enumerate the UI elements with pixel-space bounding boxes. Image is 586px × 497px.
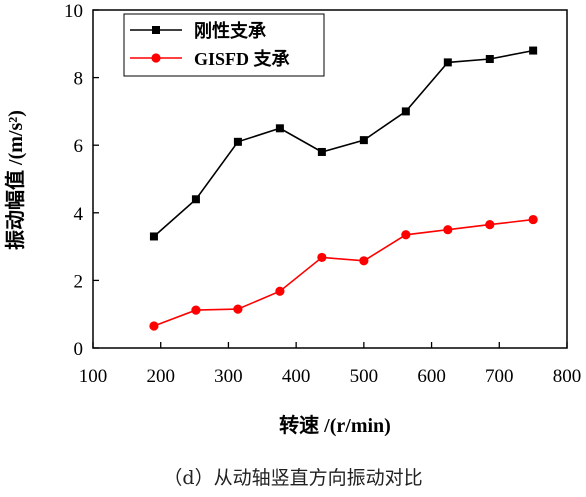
x-tick-label: 200: [146, 366, 175, 387]
data-point: [233, 304, 243, 314]
x-tick-label: 400: [282, 366, 311, 387]
data-point: [275, 124, 284, 133]
data-point: [443, 58, 452, 67]
data-point: [485, 220, 495, 230]
series-line: [153, 49, 534, 238]
data-point: [233, 137, 242, 146]
data-point: [191, 305, 201, 315]
legend-item-2: GISFD 支承: [130, 48, 291, 69]
legend-marker: [151, 53, 161, 63]
data-point: [359, 136, 368, 145]
legend-box: [123, 13, 325, 77]
x-tick-label: 600: [417, 366, 446, 387]
x-tick-label: 500: [350, 366, 379, 387]
data-point: [529, 46, 538, 55]
data-point: [443, 225, 453, 235]
x-axis-label: 转速 /(r/min): [279, 413, 391, 437]
data-point: [401, 230, 411, 240]
data-point: [485, 55, 494, 64]
legend-label: GISFD 支承: [194, 48, 291, 69]
data-point: [528, 214, 538, 225]
data-point: [359, 256, 369, 266]
x-tick-label: 300: [214, 366, 243, 387]
y-tick-label: 10: [64, 1, 83, 22]
x-tick-label: 800: [553, 366, 582, 387]
line-chart: 100 200 300 400 500 600 700 800 0 2 4 6 8 10 刚性支承 GISF…: [3, 1, 581, 437]
y-tick-label: 6: [74, 136, 84, 157]
x-tick-label: 100: [79, 366, 108, 387]
y-axis-label: 振动幅值 /(m/s²): [3, 110, 27, 250]
data-point: [149, 321, 159, 331]
data-point: [149, 232, 158, 241]
series-line: [153, 218, 534, 327]
axes: 100 200 300 400 500 600 700 800 0 2 4 6 8 10: [64, 1, 581, 387]
data-point: [275, 286, 285, 296]
legend: 刚性支承 GISFD 支承: [123, 13, 325, 77]
data-point: [317, 147, 326, 156]
series-2: [149, 214, 538, 331]
x-tick-label: 700: [485, 366, 514, 387]
legend-item-1: 刚性支承: [130, 20, 267, 41]
series-layer: [149, 46, 538, 331]
data-point: [317, 252, 327, 263]
plot-border: [92, 9, 568, 349]
y-tick-label: 4: [74, 204, 84, 225]
data-point: [401, 107, 410, 116]
y-tick-label: 0: [74, 339, 84, 360]
data-point: [191, 195, 200, 204]
figure-caption: （d）从动轴竖直方向振动对比: [163, 467, 423, 489]
series-1: [149, 46, 538, 241]
y-tick-label: 2: [74, 271, 84, 292]
plot-area: [92, 9, 568, 349]
legend-label: 刚性支承: [194, 20, 267, 41]
legend-marker: [152, 26, 160, 34]
y-tick-label: 8: [74, 69, 84, 90]
